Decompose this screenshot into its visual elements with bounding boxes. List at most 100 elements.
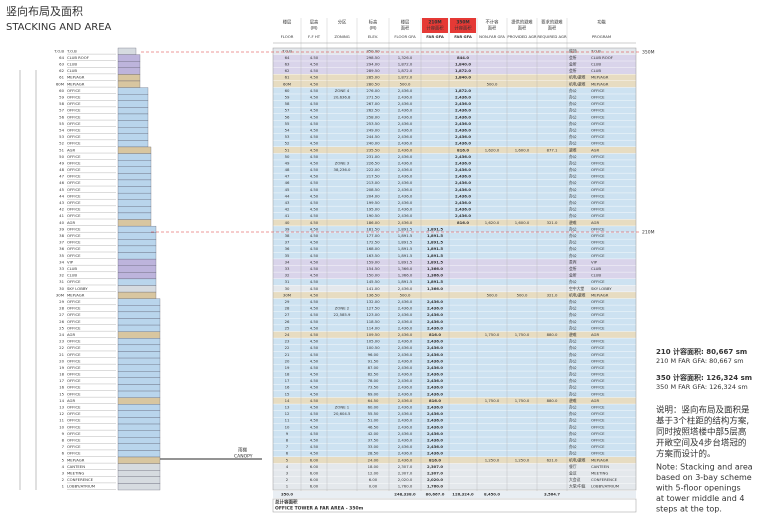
cell: 41 (285, 213, 290, 218)
cell: 4.50 (310, 174, 319, 179)
cell: 100.50 (366, 345, 380, 350)
program-cn: 办公 (569, 233, 577, 238)
floor-block (117, 404, 161, 411)
cell: 2,436.0 (427, 365, 443, 370)
floor-program: OFFICE (67, 180, 81, 185)
program-en: OFFICE (591, 325, 605, 330)
cell: 4.50 (310, 405, 319, 410)
row-bg (273, 443, 636, 451)
floor-number: 23 (59, 339, 64, 344)
program-cn: 贵宾 (569, 259, 577, 264)
floor-number: 10 (59, 424, 64, 429)
cell: 1,872.0 (398, 75, 413, 80)
floor-block (117, 377, 161, 385)
header-en: FLOOR GFA (394, 34, 416, 39)
floor-block (117, 179, 152, 187)
cell: 1,840.0 (455, 61, 471, 66)
floor-program: OFFICE (67, 154, 81, 159)
header-cn: 层高 (310, 19, 319, 26)
program-cn: 会所 (569, 61, 577, 66)
cell: 4.50 (310, 253, 319, 258)
row-bg (273, 272, 636, 279)
cell: 46.50 (368, 424, 379, 429)
cell: 2,436.0 (398, 385, 413, 390)
cell: 2,436.0 (427, 391, 443, 396)
row-bg (273, 470, 636, 477)
cell: 55.50 (368, 411, 379, 416)
floor-block (117, 173, 152, 181)
row-bg (273, 364, 636, 371)
cell: T.O.B (281, 48, 292, 53)
row-bg (273, 450, 636, 457)
program-cn: 办公 (569, 101, 577, 106)
program-en: OFFICE (591, 141, 605, 146)
floor-number: 46 (59, 180, 64, 185)
program-en: CLUB (591, 266, 601, 271)
cell: 2,436.0 (427, 339, 443, 344)
floor-block (117, 324, 161, 332)
floor-number: 11 (59, 418, 64, 423)
floor-number: T.O.B (53, 48, 64, 53)
row-bg (273, 476, 636, 484)
program-cn: 餐厅 (569, 464, 577, 469)
cell: 1,891.5 (398, 240, 413, 245)
row-bg (273, 179, 636, 187)
cell: 13 (285, 405, 290, 410)
cell: 35 (285, 253, 290, 258)
header-en: FAR GFA (454, 34, 472, 39)
program-cn: 办公 (569, 108, 577, 113)
cell: 4.50 (310, 240, 319, 245)
cell: 4.50 (310, 226, 319, 231)
program-en: LOBBY/ATRIUM (591, 484, 619, 489)
program-cn: 塔顶 (569, 48, 577, 53)
cell: 4.50 (310, 385, 319, 390)
header-cn: 210M (428, 20, 441, 26)
cell: 2,436.0 (398, 147, 413, 152)
row-bg (273, 219, 636, 226)
row-bg (273, 67, 636, 74)
cell: 2,436.0 (398, 378, 413, 383)
row-bg (273, 318, 636, 325)
note-far350: 350 计容面积: 126,324 sm (656, 373, 752, 382)
row-bg (273, 325, 636, 332)
cell: 2,436.0 (398, 405, 413, 410)
header-en: PROGRAM (592, 34, 611, 39)
desc-cn: 同时按照塔楼中部5层高 (656, 427, 746, 438)
program-cn: 办公 (569, 372, 577, 377)
row-bg (273, 285, 636, 292)
floor-program: OFFICE (67, 187, 81, 192)
floor-number: 19 (59, 365, 64, 370)
cell: 2,436.0 (398, 160, 413, 165)
cell: 4.50 (310, 154, 319, 159)
cell: 4.50 (310, 365, 319, 370)
cell: 2,436.0 (398, 114, 413, 119)
cell: 249.00 (366, 127, 380, 132)
cell: 1,891.5 (398, 233, 413, 238)
floor-program: OFFICE (67, 438, 81, 443)
cell: 1,891.5 (398, 253, 413, 258)
cell: 141.00 (366, 286, 380, 291)
cell: 4.50 (310, 180, 319, 185)
total-cell: 126,324.0 (452, 492, 474, 497)
floor-block (117, 351, 161, 359)
floor-number: 61 (59, 75, 64, 80)
cell: 2,436.0 (398, 121, 413, 126)
program-en: OFFICE (591, 94, 605, 99)
floor-number: 59 (59, 94, 64, 99)
floor-program: MEP/AGR (67, 81, 85, 86)
floor-number: 64 (59, 55, 64, 60)
floor-block (117, 456, 161, 464)
floor-block (117, 192, 152, 200)
cell: 1,366.0 (398, 273, 413, 278)
floor-block (117, 298, 161, 306)
cell: 2,307.0 (427, 471, 443, 476)
cell: 28 (285, 306, 290, 311)
cell: 54 (285, 127, 290, 132)
cell: 18 (285, 372, 290, 377)
program-cn: 办公 (569, 213, 577, 218)
cell: 12.00 (368, 471, 379, 476)
floor-number: 7 (62, 444, 65, 449)
cell: 816.0 (457, 220, 469, 225)
cell: 64 (285, 55, 290, 60)
floor-block (117, 107, 149, 115)
